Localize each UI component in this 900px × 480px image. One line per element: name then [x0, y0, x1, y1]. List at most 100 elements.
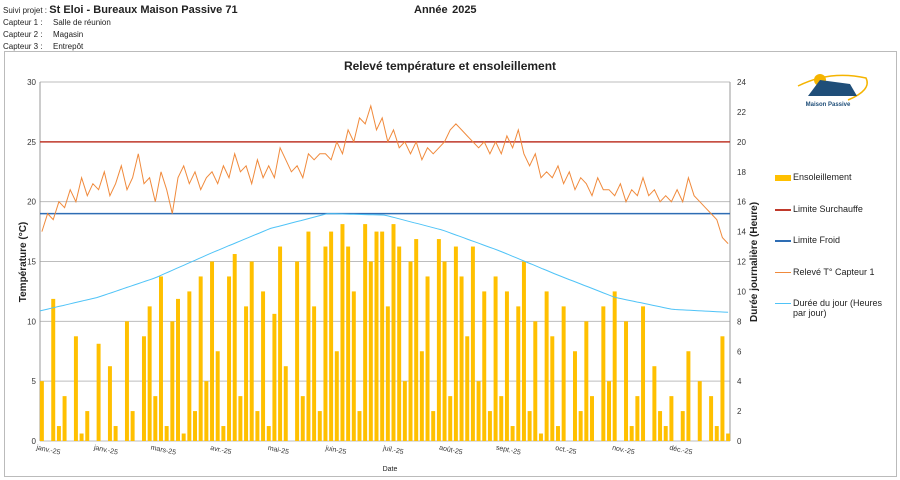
sunshine-bar [431, 411, 436, 441]
legend-swatch [775, 303, 791, 304]
sunshine-bar [453, 246, 458, 441]
sunshine-bar [210, 261, 215, 441]
sunshine-bar [601, 306, 606, 441]
sunshine-bar [238, 396, 243, 441]
legend-surchauffe: Limite Surchauffe [775, 204, 895, 214]
sunshine-bar [726, 433, 731, 441]
sensor-label: Capteur 2 : [3, 30, 43, 39]
sunshine-bar [272, 313, 277, 441]
sunshine-bar [465, 336, 470, 441]
sunshine-bar [164, 426, 169, 441]
sunshine-bar [408, 261, 413, 441]
sunshine-bar [697, 381, 702, 441]
y-axis-label: Température (°C) [18, 222, 29, 303]
sunshine-bar [249, 261, 254, 441]
sunshine-bar [317, 411, 322, 441]
sunshine-bar [357, 411, 362, 441]
sunshine-bar [329, 231, 334, 441]
x-tick-label: août-25 [438, 445, 463, 457]
sunshine-bar [193, 411, 197, 441]
temperature-line [41, 104, 729, 244]
sunshine-bar [448, 396, 453, 441]
sunshine-bar [85, 411, 90, 441]
sunshine-bar [663, 426, 668, 441]
x-tick-label: sept.-25 [495, 444, 521, 456]
sunshine-bar [51, 298, 56, 441]
sunshine-bar [470, 246, 475, 441]
sunshine-bar [39, 381, 44, 441]
x-tick-label: mai-25 [267, 445, 289, 456]
sunshine-bar [635, 396, 640, 441]
y2-tick-label: 2 [737, 407, 742, 416]
logo: Maison Passive [797, 74, 868, 108]
sunshine-bar [380, 231, 385, 441]
sunshine-bar [561, 306, 566, 441]
sunshine-bar [153, 396, 158, 441]
sunshine-bar [680, 411, 685, 441]
sunshine-bar [544, 291, 549, 441]
sunshine-bar [346, 246, 351, 441]
sunshine-bar [141, 336, 146, 441]
sunshine-bar [334, 351, 339, 441]
logo-arc [797, 74, 868, 101]
sunshine-bar [419, 351, 424, 441]
y2-tick-label: 0 [737, 437, 742, 446]
project-name: St Eloi - Bureaux Maison Passive 71 [49, 4, 238, 16]
sunshine-bar [278, 246, 283, 441]
sunshine-bar [255, 411, 260, 441]
sunshine-bar [425, 276, 430, 441]
sunshine-bar [499, 396, 504, 441]
sunshine-bar [607, 381, 611, 441]
legend-swatch [775, 240, 791, 242]
legend-swatch [775, 175, 791, 181]
y2-tick-label: 8 [737, 317, 742, 326]
sunshine-bar [612, 291, 617, 441]
sunshine-bar [504, 291, 509, 441]
sunshine-bar [56, 426, 61, 441]
project-label: Suivi projet : [3, 6, 48, 15]
legend-label: Limite Froid [793, 235, 841, 245]
sunshine-bar [533, 321, 538, 441]
sunshine-bar [482, 291, 487, 441]
y-tick-label: 10 [27, 317, 36, 326]
sunshine-bar [181, 433, 186, 441]
x-tick-label: juin-25 [324, 445, 347, 456]
sunshine-bar [323, 246, 328, 441]
y2-tick-label: 4 [737, 377, 742, 386]
sunshine-bar [62, 396, 67, 441]
sensor-label: Capteur 1 : [3, 18, 43, 27]
legend-swatch [775, 209, 791, 211]
x-tick-label: oct.-25 [555, 445, 577, 456]
sunshine-bar [391, 224, 396, 441]
sunshine-bar [493, 276, 498, 441]
sunshine-bar [198, 276, 203, 441]
sunshine-bar [113, 426, 118, 441]
sunshine-bar [312, 306, 317, 441]
sunshine-bar [96, 343, 101, 441]
sunshine-bar [686, 351, 691, 441]
day-length-line [39, 213, 729, 313]
sunshine-bar [573, 351, 577, 441]
sunshine-bar [584, 321, 589, 441]
sunshine-bar [629, 426, 634, 441]
sunshine-bar [124, 321, 129, 441]
sunshine-bar [374, 231, 379, 441]
sunshine-bar [510, 426, 515, 441]
x-axis-label: Date [383, 466, 398, 473]
sunshine-bar [187, 291, 192, 441]
sunshine-bar [658, 411, 663, 441]
y2-tick-label: 6 [737, 347, 742, 356]
sunshine-bar [204, 381, 209, 441]
sunshine-bar [459, 276, 464, 441]
x-tick-label: janv.-25 [35, 444, 61, 456]
x-tick-label: déc.-25 [669, 445, 693, 457]
y2-tick-label: 14 [737, 228, 746, 237]
x-tick-label: nov.-25 [611, 445, 635, 457]
chart-title: Relevé température et ensoleillement [344, 59, 556, 73]
sensor-2: Capteur 2 : Magasin [3, 30, 83, 39]
legend-day-length: Durée du jour (Heures par jour) [775, 298, 895, 318]
sunshine-bar [340, 224, 345, 441]
sunshine-bar [261, 291, 266, 441]
sunshine-bar [295, 261, 300, 441]
y-tick-label: 30 [27, 78, 36, 87]
